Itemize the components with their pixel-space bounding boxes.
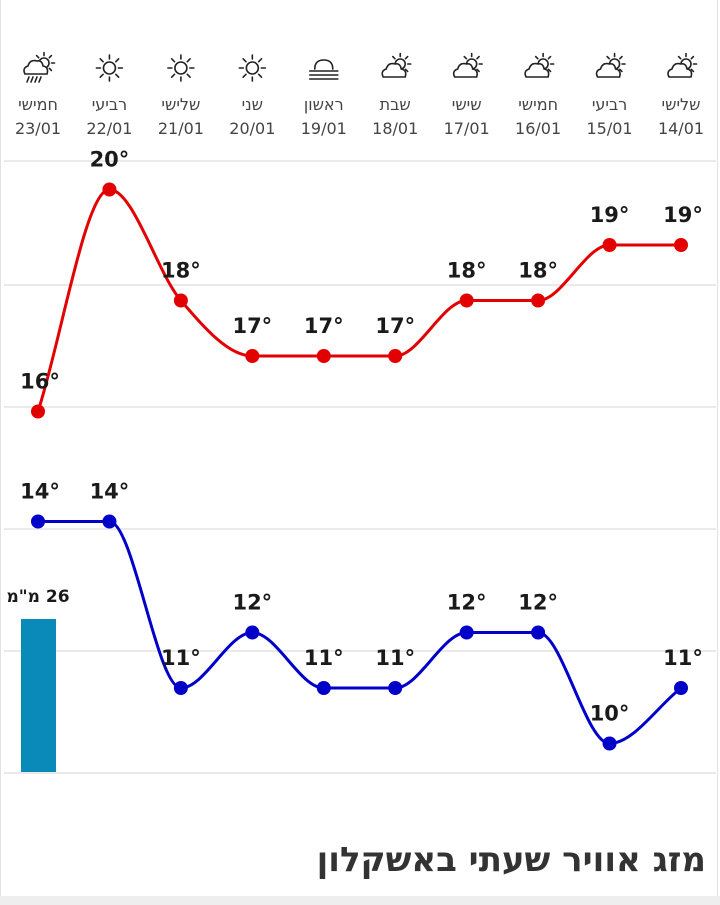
day-name: חמישי xyxy=(518,95,558,114)
bottom-strip xyxy=(0,896,720,905)
high-temp-label: 20° xyxy=(90,148,130,172)
day-column: חמישי 23/01 xyxy=(15,51,61,138)
day-name: רביעי xyxy=(592,95,627,114)
low-temp-point xyxy=(316,681,331,695)
high-temp-point xyxy=(674,238,688,252)
high-temp-label: 17° xyxy=(304,314,344,338)
gridlines xyxy=(4,160,716,774)
high-temp-point xyxy=(388,349,403,363)
low-temp-point xyxy=(531,625,546,640)
high-temp-label: 18° xyxy=(447,259,487,283)
partly-cloudy-icon xyxy=(381,52,412,78)
day-name: שלישי xyxy=(161,95,200,114)
rain-bar xyxy=(21,619,56,772)
rain-label: 26 מ"מ xyxy=(6,587,69,607)
fog-icon xyxy=(308,59,339,80)
low-temp-point xyxy=(173,681,188,695)
sun-icon xyxy=(238,54,267,82)
high-temp-label: 17° xyxy=(375,314,415,338)
day-column: רביעי 15/01 xyxy=(587,52,633,138)
low-temp-label: 12° xyxy=(518,591,558,615)
day-date: 23/01 xyxy=(15,119,61,138)
low-temp-line xyxy=(38,520,682,746)
low-temp-point xyxy=(245,625,260,640)
day-column: שני 20/01 xyxy=(229,54,275,138)
low-temp-point xyxy=(459,625,474,640)
high-temp-label: 18° xyxy=(518,259,558,283)
day-column: חמישי 16/01 xyxy=(515,52,561,138)
day-column: שלישי 21/01 xyxy=(158,54,204,138)
low-temp-label: 11° xyxy=(161,646,201,670)
day-column: רביעי 22/01 xyxy=(86,54,132,138)
low-temp-label: 12° xyxy=(447,591,487,615)
high-temp-label: 19° xyxy=(663,203,703,227)
partly-cloudy-icon xyxy=(595,52,626,78)
rain-icon xyxy=(23,51,56,83)
day-date: 17/01 xyxy=(444,119,490,138)
day-name: חמישי xyxy=(18,95,58,114)
day-column: ראשון 19/01 xyxy=(301,59,347,138)
high-temp-label: 16° xyxy=(20,370,60,394)
page-title: מזג אוויר שעתי באשקלון xyxy=(316,840,706,880)
high-temp-label: 19° xyxy=(590,203,630,227)
partly-cloudy-icon xyxy=(667,52,698,78)
high-temp-label: 17° xyxy=(232,314,272,338)
low-temp-point xyxy=(602,736,617,751)
low-temp-label: 12° xyxy=(232,591,272,615)
day-name: רביעי xyxy=(92,95,127,114)
low-temp-label: 14° xyxy=(20,480,60,504)
day-name: שלישי xyxy=(662,95,701,114)
forecast-chart: שלישי14/01רביעי15/01חמישי16/01שישי17/01ש… xyxy=(4,51,716,774)
day-date: 21/01 xyxy=(158,119,204,138)
high-temp-point xyxy=(173,293,188,308)
day-date: 20/01 xyxy=(229,119,275,138)
day-column: שלישי 14/01 xyxy=(658,52,704,138)
high-temp-point xyxy=(602,238,617,252)
high-temp-point xyxy=(31,404,45,419)
high-temp-point xyxy=(102,182,117,197)
day-column: שישי 17/01 xyxy=(444,52,490,138)
low-temp-point xyxy=(102,514,117,529)
low-temp-label: 10° xyxy=(590,702,630,726)
day-name: שבת xyxy=(380,95,411,114)
partly-cloudy-icon xyxy=(452,52,483,78)
sun-icon xyxy=(167,54,195,82)
low-temp-label: 11° xyxy=(304,646,344,670)
temperature-labels: 19° 19° 18° 18° 17° 17° 17° 18° 20° 16° 11° 10° 12° 1… xyxy=(20,148,703,726)
rain-bars: 26 מ"מ xyxy=(6,587,70,772)
day-date: 15/01 xyxy=(587,119,633,138)
day-name: ראשון xyxy=(304,95,344,114)
day-date: 19/01 xyxy=(301,119,347,138)
low-temp-point xyxy=(388,681,403,695)
high-temp-point xyxy=(245,349,260,363)
day-date: 18/01 xyxy=(372,119,418,138)
low-temp-point xyxy=(674,681,688,695)
day-date: 16/01 xyxy=(515,119,561,138)
high-temp-label: 18° xyxy=(161,259,201,283)
day-name: שישי xyxy=(452,95,482,114)
high-temp-point xyxy=(459,293,474,308)
temperature-lines xyxy=(31,182,688,751)
low-temp-label: 11° xyxy=(375,646,415,670)
low-temp-point xyxy=(31,514,45,529)
sun-icon xyxy=(95,54,124,82)
day-date: 14/01 xyxy=(658,119,704,138)
partly-cloudy-icon xyxy=(524,52,555,78)
high-temp-point xyxy=(316,349,331,363)
day-name: שני xyxy=(242,95,263,114)
low-temp-label: 11° xyxy=(663,646,703,670)
low-temp-label: 14° xyxy=(90,480,130,504)
high-temp-line xyxy=(36,187,681,412)
high-temp-point xyxy=(531,293,546,308)
day-date: 22/01 xyxy=(86,119,132,138)
day-headers: שלישי14/01רביעי15/01חמישי16/01שישי17/01ש… xyxy=(15,51,704,138)
day-column: שבת 18/01 xyxy=(372,52,418,138)
